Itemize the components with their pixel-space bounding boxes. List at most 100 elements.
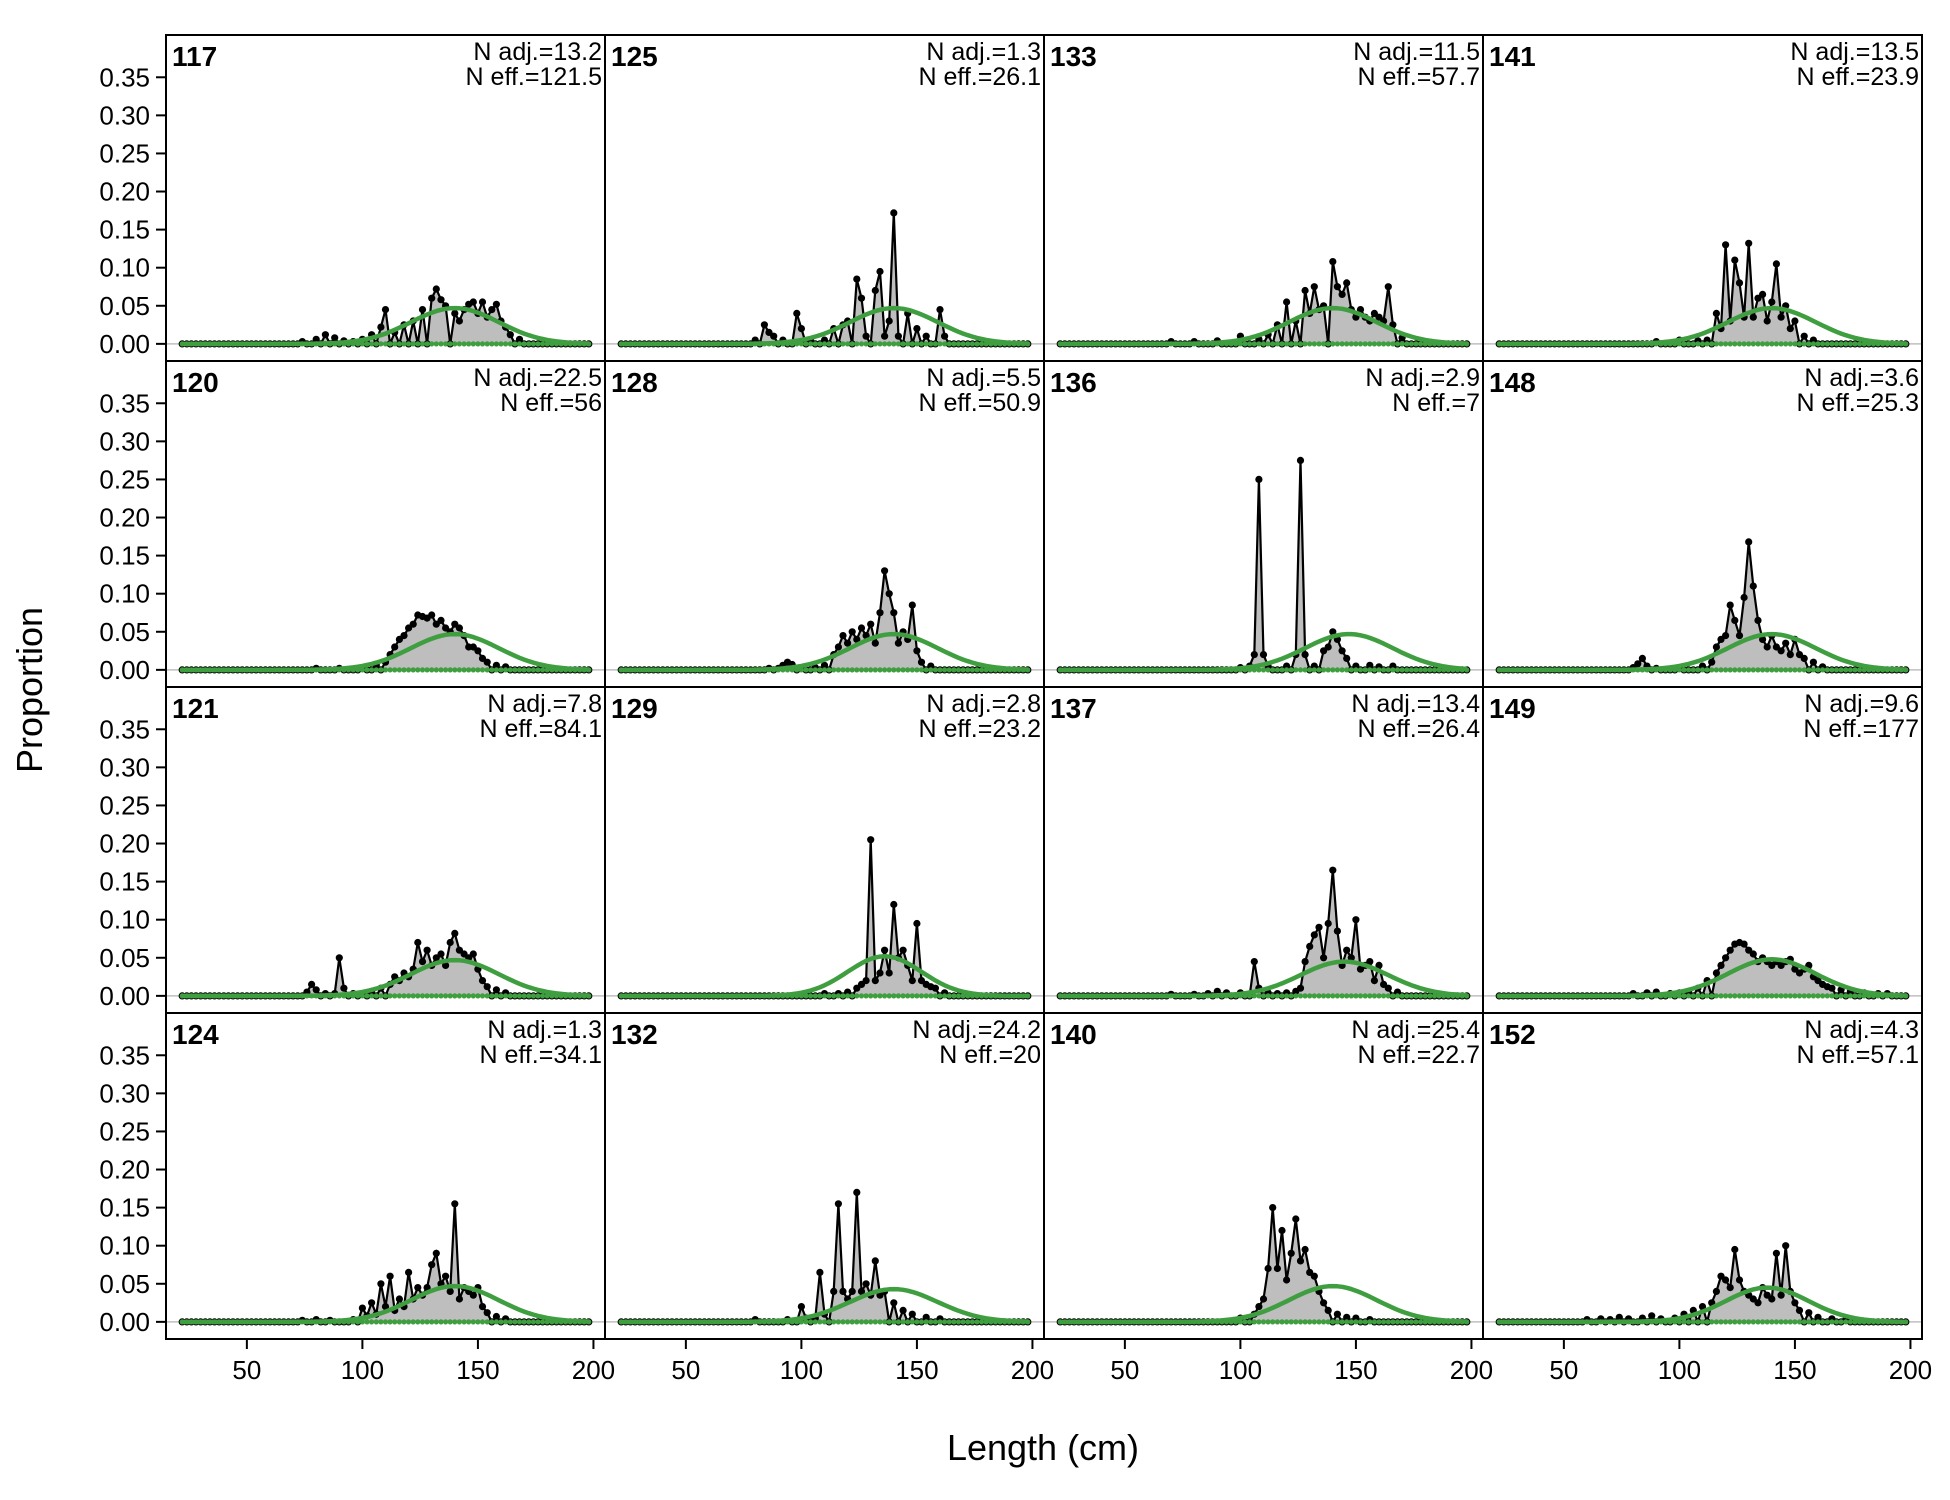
n-eff-label: N eff.=20	[939, 1041, 1041, 1069]
y-tick-label: 0.10	[99, 1231, 150, 1261]
observed-point	[423, 946, 431, 954]
zero-point	[1316, 667, 1322, 673]
observed-point	[1763, 643, 1771, 651]
observed-point	[1301, 651, 1309, 659]
zero-point	[498, 667, 504, 673]
zero-point	[1260, 341, 1267, 347]
zero-point	[479, 341, 486, 347]
panel-120: 120 N adj.=22.5N eff.=56 0.00 0.05 0.10 0.15 0…	[99, 360, 606, 688]
zero-point	[507, 667, 513, 673]
zero-point	[1709, 1319, 1715, 1325]
zero-point	[1413, 993, 1419, 999]
zero-point	[1334, 667, 1340, 673]
zero-point	[877, 667, 883, 673]
zero-point	[905, 667, 911, 673]
zero-point	[401, 667, 407, 673]
observed-point	[1786, 651, 1794, 659]
zero-point	[424, 667, 430, 673]
observed-point	[1320, 1299, 1328, 1307]
zero-point	[410, 993, 416, 999]
y-tick-label: 0.15	[99, 215, 150, 245]
zero-point	[1274, 667, 1280, 673]
zero-point	[932, 341, 939, 347]
observed-point	[881, 332, 889, 340]
observed-point	[1809, 658, 1817, 666]
zero-point	[1334, 993, 1340, 999]
zero-point	[932, 1319, 939, 1325]
zero-point	[452, 993, 458, 999]
panel-label: 128	[611, 367, 658, 398]
zero-point	[1773, 1319, 1779, 1325]
zero-point	[1339, 1319, 1345, 1325]
zero-point	[951, 993, 957, 999]
zero-point	[1778, 341, 1784, 347]
zero-point	[456, 341, 462, 347]
zero-point	[401, 1319, 407, 1325]
zero-point	[373, 341, 379, 347]
zero-point	[359, 993, 365, 999]
zero-point	[1284, 1319, 1290, 1325]
zero-point	[849, 1319, 855, 1325]
zero-point	[1723, 1319, 1729, 1325]
panel-128: 128 N adj.=5.5N eff.=50.9	[604, 360, 1045, 688]
observed-point	[871, 1257, 879, 1265]
zero-point	[369, 993, 375, 999]
observed-point	[442, 1272, 450, 1280]
observed-point	[1726, 946, 1734, 954]
zero-point	[923, 1319, 929, 1325]
zero-point	[946, 341, 952, 347]
observed-point	[1287, 1249, 1295, 1257]
observed-point	[1366, 958, 1374, 966]
panel-133: 133 N adj.=11.5N eff.=57.7	[1043, 34, 1484, 362]
zero-point	[387, 993, 393, 999]
zero-point	[965, 1319, 971, 1325]
observed-point	[1772, 1249, 1780, 1257]
expected-line	[621, 954, 1028, 999]
zero-point	[1806, 1319, 1812, 1325]
zero-point	[955, 667, 962, 673]
zero-point	[387, 667, 393, 673]
observed-point	[395, 1295, 403, 1303]
panel-117: 117 N adj.=13.2N eff.=121.5 0.00 0.05 0.10 0.…	[99, 34, 606, 362]
zero-point	[1713, 993, 1719, 999]
zero-point	[512, 341, 518, 347]
observed-point	[451, 929, 459, 938]
zero-point	[419, 993, 426, 999]
observed-point	[358, 1304, 366, 1312]
observed-point	[377, 323, 385, 331]
x-tick-label: 200	[1450, 1355, 1493, 1385]
observed-point	[894, 639, 903, 647]
observed-point	[428, 294, 436, 302]
zero-point	[1815, 993, 1821, 999]
zero-point	[378, 667, 384, 673]
zero-point	[946, 667, 952, 673]
observed-point	[1324, 919, 1332, 928]
zero-point	[928, 993, 934, 999]
zero-point	[1801, 667, 1807, 673]
x-tick-label: 50	[1549, 1355, 1578, 1385]
zero-point	[983, 341, 989, 347]
observed-point	[483, 658, 491, 666]
zero-point	[812, 341, 818, 347]
zero-point	[470, 993, 476, 999]
observed-point	[885, 590, 893, 598]
panel-label: 132	[611, 1019, 658, 1050]
observed-point	[492, 986, 500, 994]
zero-point	[1806, 667, 1812, 673]
expected-line	[182, 305, 589, 347]
zero-point	[369, 667, 375, 673]
zero-point	[535, 993, 541, 999]
zero-point	[1404, 993, 1410, 999]
zero-point	[470, 341, 476, 347]
zero-point	[1302, 341, 1308, 347]
x-tick-label: 100	[1658, 1355, 1701, 1385]
panel-125: 125 N adj.=1.3N eff.=26.1	[604, 34, 1045, 362]
zero-point	[1325, 1319, 1331, 1325]
zero-point	[1330, 667, 1336, 673]
panel-label: 133	[1050, 41, 1097, 72]
observed-point	[931, 984, 940, 992]
observed-point	[331, 334, 339, 342]
zero-point	[1367, 667, 1373, 673]
zero-point	[1390, 993, 1396, 999]
zero-point	[359, 1319, 365, 1325]
